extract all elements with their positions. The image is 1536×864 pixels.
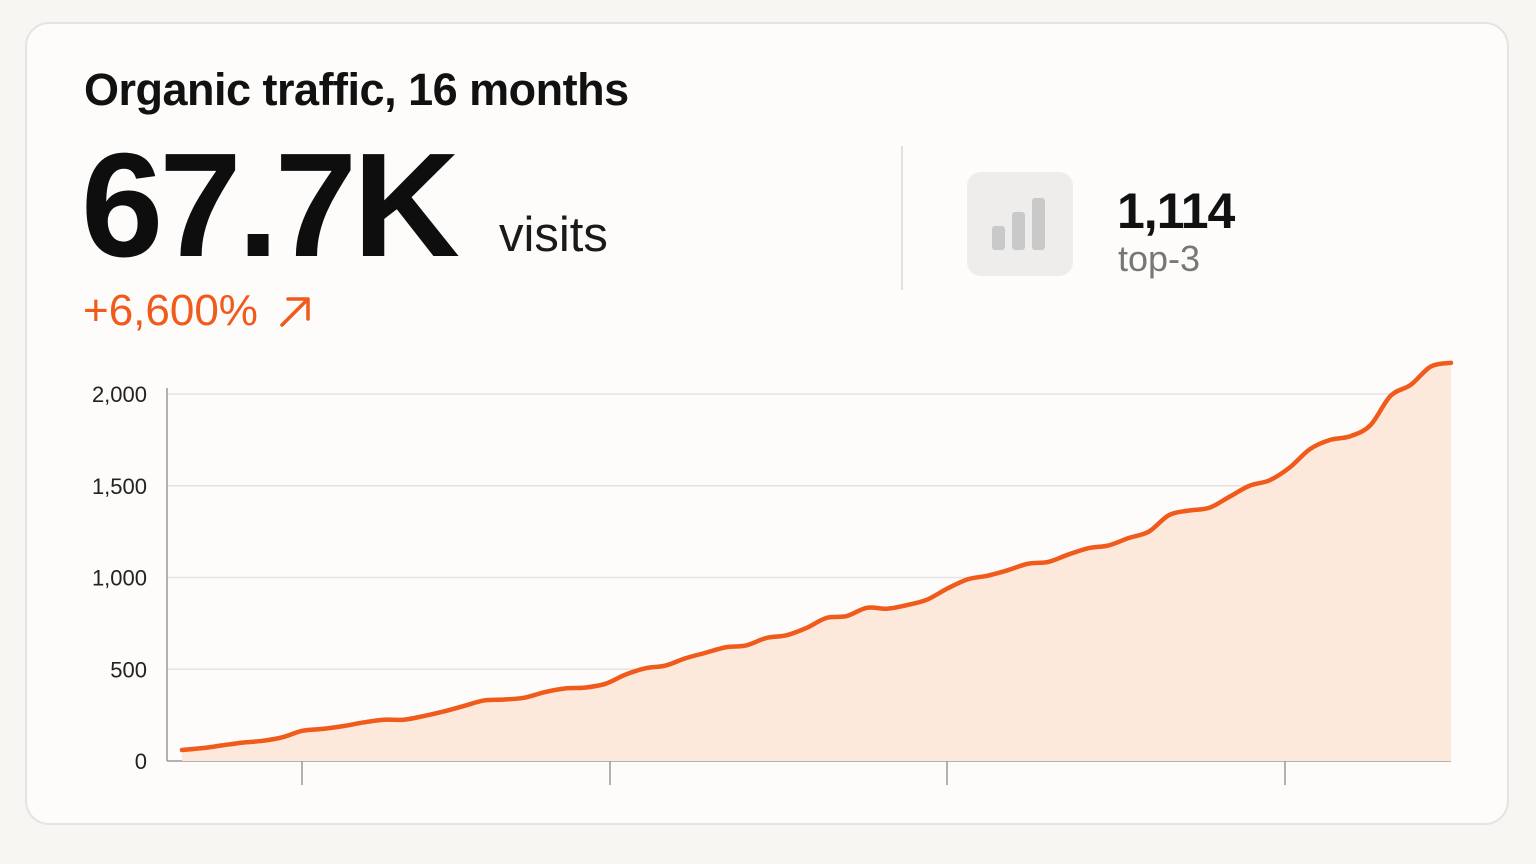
growth-delta: +6,600% [83,286,316,336]
stat-label: top-3 [1118,238,1201,279]
stat-icon-box [967,172,1073,276]
bar-chart-icon [992,198,1045,250]
card-title: Organic traffic, 16 months [84,64,629,115]
traffic-card: Organic traffic, 16 months 67.7K visits … [25,22,1509,825]
arrow-up-right-icon [280,297,310,327]
stat-value: 1,114 [1117,183,1235,239]
delta-value: +6,600% [83,286,258,335]
metric-value: 67.7K [81,123,460,288]
divider [901,146,903,290]
metric-unit: visits [499,208,608,262]
